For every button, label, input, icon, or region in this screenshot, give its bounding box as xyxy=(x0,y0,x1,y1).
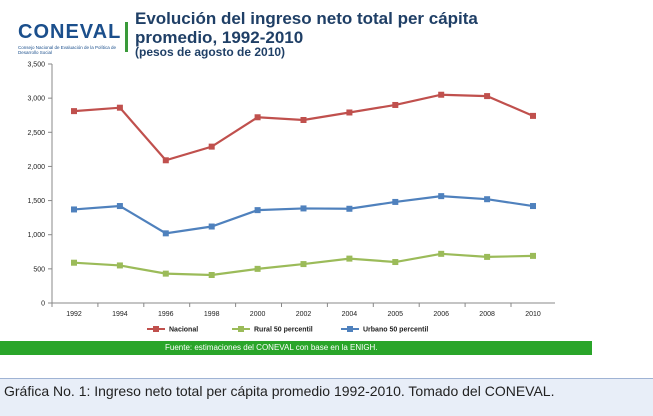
data-point xyxy=(71,108,77,115)
data-point xyxy=(438,250,445,257)
figure-caption: Gráfica No. 1: Ingreso neto total per cá… xyxy=(4,383,555,399)
source-bar: Fuente: estimaciones del CONEVAL con bas… xyxy=(0,341,592,355)
data-point xyxy=(254,207,261,214)
data-point xyxy=(162,230,169,237)
x-tick-label: 2002 xyxy=(296,311,312,318)
data-point xyxy=(254,265,261,272)
chart-subtitle: (pesos de agosto de 2010) xyxy=(135,45,286,59)
x-tick-label: 2005 xyxy=(388,311,404,318)
data-point xyxy=(208,272,215,279)
line-chart: 0 500 1,000 1,500 2,000 2,500 3,000 3,500 1992 19… xyxy=(27,62,555,334)
data-point xyxy=(438,91,445,98)
y-tick-label: 3,500 xyxy=(27,62,45,69)
data-point xyxy=(438,193,445,200)
y-tick-label: 500 xyxy=(33,266,45,273)
source-note: Fuente: estimaciones del CONEVAL con bas… xyxy=(165,343,378,352)
x-tick-label: 2006 xyxy=(433,311,449,318)
y-tick-label: 2,500 xyxy=(27,130,45,137)
data-point xyxy=(300,261,307,268)
chart-title: Evolución del ingreso neto total per cáp… xyxy=(135,9,478,47)
chart-panel: CONEVAL Consejo Nacional de Evaluación d… xyxy=(0,9,592,355)
logo-divider xyxy=(125,22,128,52)
data-point xyxy=(530,112,536,119)
logo-wordmark: CONEVAL xyxy=(18,21,122,43)
series-line-0 xyxy=(73,93,534,162)
figure-caption-box: Gráfica No. 1: Ingreso neto total per cá… xyxy=(0,379,653,416)
legend-label: Rural 50 percentil xyxy=(254,327,313,334)
series-line-2 xyxy=(73,195,534,235)
data-point xyxy=(208,223,215,230)
x-tick-label: 1994 xyxy=(112,311,128,318)
data-point xyxy=(116,262,123,269)
data-point xyxy=(300,205,307,212)
legend-label: Urbano 50 percentil xyxy=(363,327,428,334)
x-tick-label: 1998 xyxy=(204,311,220,318)
data-point xyxy=(116,104,123,111)
x-tick-label: 1992 xyxy=(66,311,82,318)
data-point xyxy=(346,205,353,212)
x-tick-label: 2010 xyxy=(525,311,541,318)
data-point xyxy=(71,206,77,213)
data-point xyxy=(392,101,399,108)
logo-subtitle: Consejo Nacional de Evaluación de la Pol… xyxy=(18,45,117,55)
data-point xyxy=(162,270,169,277)
data-point xyxy=(484,93,491,100)
data-point xyxy=(300,116,307,123)
data-point xyxy=(484,196,491,203)
data-point xyxy=(530,203,536,210)
x-tick-label: 2008 xyxy=(479,311,495,318)
x-tick-label: 2000 xyxy=(250,311,266,318)
data-point xyxy=(346,255,353,262)
y-tick-label: 2,000 xyxy=(27,164,45,171)
data-point xyxy=(346,109,353,116)
data-point xyxy=(484,253,491,260)
legend-swatch-marker xyxy=(347,326,353,332)
legend-swatch-marker xyxy=(238,326,244,332)
data-point xyxy=(71,259,77,266)
coneval-logo: CONEVAL Consejo Nacional de Evaluación d… xyxy=(18,21,122,58)
data-point xyxy=(116,203,123,210)
data-point xyxy=(162,157,169,164)
data-point xyxy=(392,259,399,266)
y-tick-label: 1,500 xyxy=(27,198,45,205)
x-tick-label: 1996 xyxy=(158,311,174,318)
data-point xyxy=(254,114,261,121)
data-point xyxy=(208,143,215,150)
legend-swatch-marker xyxy=(153,326,159,332)
y-tick-label: 3,000 xyxy=(27,96,45,103)
caption-divider xyxy=(0,378,653,379)
y-tick-label: 1,000 xyxy=(27,232,45,239)
data-point xyxy=(530,252,536,259)
y-tick-label: 0 xyxy=(41,301,45,308)
legend-label: Nacional xyxy=(169,327,198,334)
x-tick-label: 2004 xyxy=(342,311,358,318)
data-point xyxy=(392,198,399,205)
